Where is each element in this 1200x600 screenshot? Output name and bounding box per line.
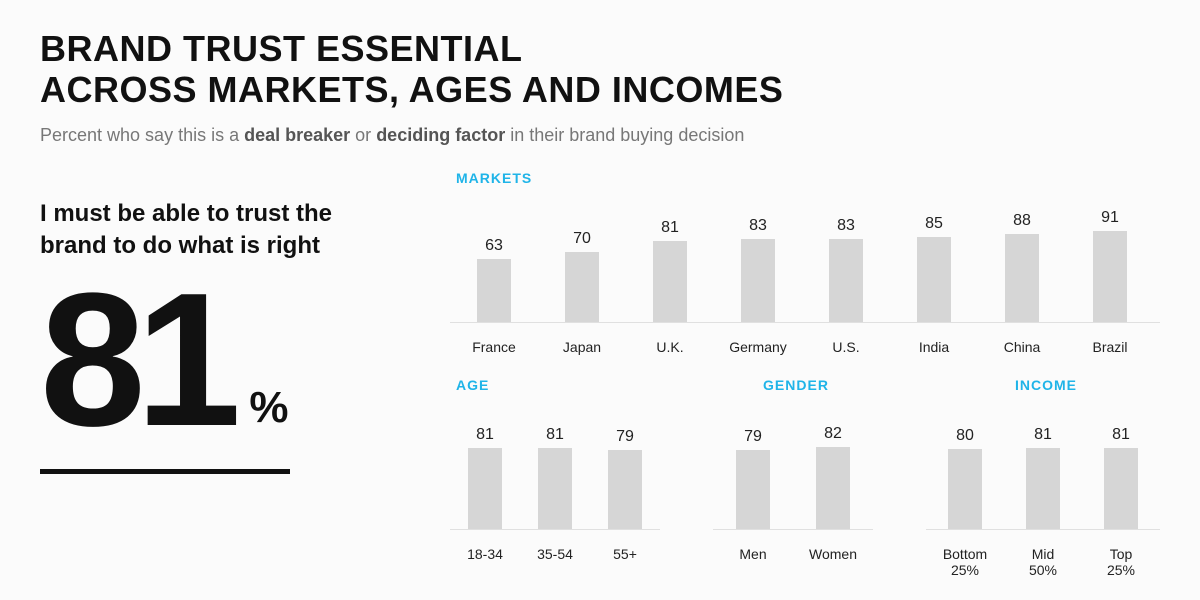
bar-item: 63 [450, 237, 538, 322]
bar-label: France [450, 339, 538, 355]
bar [1104, 448, 1138, 529]
bar-value: 81 [661, 219, 679, 237]
income-bars: 80 81 81 [926, 399, 1160, 529]
markets-bars: 63 70 81 83 83 85 88 91 [450, 192, 1160, 322]
headline-number: 81 [40, 273, 231, 448]
bar-value: 91 [1101, 209, 1119, 227]
subtitle-bold2: deciding factor [376, 125, 505, 145]
charts-panel: MARKETS 63 70 81 83 83 85 88 91 FranceJapanU.K.… [440, 170, 1160, 578]
bar [608, 450, 642, 529]
bar [565, 252, 599, 322]
markets-chart-title: MARKETS [456, 170, 1160, 186]
bar [741, 239, 775, 322]
bar-label: India [890, 339, 978, 355]
bar-item: 81 [1004, 426, 1082, 529]
bar [538, 448, 572, 529]
bar-value: 83 [837, 217, 855, 235]
bar [653, 241, 687, 322]
bar [917, 237, 951, 322]
statement: I must be able to trust the brand to do … [40, 198, 420, 263]
bar-item: 85 [890, 215, 978, 322]
markets-chart: MARKETS 63 70 81 83 83 85 88 91 FranceJapanU.K.… [450, 170, 1160, 355]
headline-stat: 81 % [40, 273, 420, 448]
bar [816, 447, 850, 529]
bar-label: U.S. [802, 339, 890, 355]
title-line2: ACROSS MARKETS, AGES AND INCOMES [40, 69, 783, 110]
bar-value: 85 [925, 215, 943, 233]
bar-label: 35-54 [520, 546, 590, 562]
bar-label: Women [793, 546, 873, 562]
bar-item: 79 [590, 428, 660, 529]
subtitle-post: in their brand buying decision [505, 125, 744, 145]
bar-label: Bottom 25% [926, 546, 1004, 578]
underline-rule [40, 469, 290, 474]
bar [468, 448, 502, 529]
bar-label: 55+ [590, 546, 660, 562]
subtitle-mid: or [350, 125, 376, 145]
bar-label: U.K. [626, 339, 714, 355]
bar-value: 82 [824, 425, 842, 443]
bar-label: Men [713, 546, 793, 562]
subtitle-bold1: deal breaker [244, 125, 350, 145]
age-chart: AGE 81 81 79 18-3435-5455+ [450, 377, 660, 578]
bar-value: 83 [749, 217, 767, 235]
bar-item: 81 [520, 426, 590, 529]
bar-value: 79 [616, 428, 634, 446]
bar [477, 259, 511, 322]
headline-percent: % [249, 383, 288, 433]
bar-value: 80 [956, 427, 974, 445]
bar-item: 81 [450, 426, 520, 529]
age-labels: 18-3435-5455+ [450, 529, 660, 562]
statement-line1: I must be able to trust the [40, 200, 332, 227]
bar-item: 83 [802, 217, 890, 322]
bar [829, 239, 863, 322]
bar-value: 81 [546, 426, 564, 444]
gender-chart: GENDER 79 82 MenWomen [713, 377, 873, 578]
income-labels: Bottom 25%Mid 50%Top 25% [926, 529, 1160, 578]
subtitle: Percent who say this is a deal breaker o… [40, 125, 1160, 146]
bar-item: 79 [713, 428, 793, 529]
bar-item: 82 [793, 425, 873, 529]
markets-labels: FranceJapanU.K.GermanyU.S.IndiaChinaBraz… [450, 322, 1160, 355]
bar-value: 81 [476, 426, 494, 444]
bar-label: China [978, 339, 1066, 355]
bar-item: 81 [626, 219, 714, 322]
bar-item: 70 [538, 230, 626, 322]
bar-value: 70 [573, 230, 591, 248]
title-line1: BRAND TRUST ESSENTIAL [40, 28, 523, 69]
income-chart-title: INCOME [932, 377, 1160, 393]
subtitle-pre: Percent who say this is a [40, 125, 244, 145]
bar-label: Top 25% [1082, 546, 1160, 578]
bar [736, 450, 770, 529]
bar [1093, 231, 1127, 322]
age-bars: 81 81 79 [450, 399, 660, 529]
bar-item: 83 [714, 217, 802, 322]
bar-label: Brazil [1066, 339, 1154, 355]
bar [948, 449, 982, 529]
bar-label: Mid 50% [1004, 546, 1082, 578]
bar-label: 18-34 [450, 546, 520, 562]
age-chart-title: AGE [456, 377, 660, 393]
bar-item: 81 [1082, 426, 1160, 529]
bar-item: 88 [978, 212, 1066, 322]
bar-value: 81 [1034, 426, 1052, 444]
bar-item: 91 [1066, 209, 1154, 322]
income-chart: INCOME 80 81 81 Bottom 25%Mid 50%Top 25% [926, 377, 1160, 578]
bar-label: Japan [538, 339, 626, 355]
bar-value: 81 [1112, 426, 1130, 444]
bar [1005, 234, 1039, 322]
gender-labels: MenWomen [713, 529, 873, 562]
bar [1026, 448, 1060, 529]
bar-value: 88 [1013, 212, 1031, 230]
bar-value: 63 [485, 237, 503, 255]
gender-bars: 79 82 [713, 399, 873, 529]
page-title: BRAND TRUST ESSENTIAL ACROSS MARKETS, AG… [40, 28, 1160, 111]
gender-chart-title: GENDER [719, 377, 873, 393]
bar-item: 80 [926, 427, 1004, 529]
left-panel: I must be able to trust the brand to do … [40, 170, 440, 578]
bar-value: 79 [744, 428, 762, 446]
bar-label: Germany [714, 339, 802, 355]
